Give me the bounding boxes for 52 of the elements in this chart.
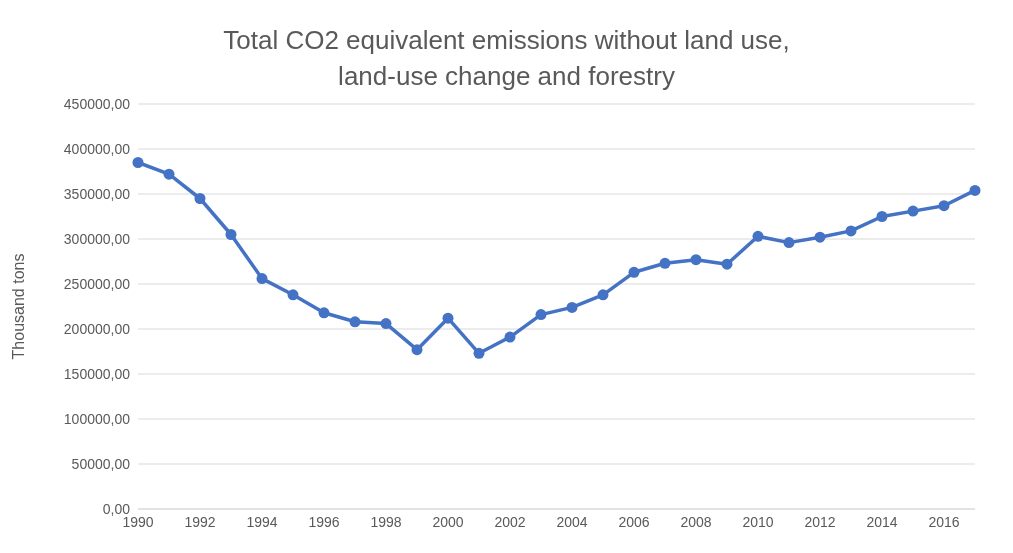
point <box>628 266 640 278</box>
point <box>473 347 485 359</box>
point <box>225 229 237 240</box>
point <box>659 257 671 269</box>
x-tick-label: 2004 <box>556 513 588 530</box>
x-tick-label: 2016 <box>928 513 960 530</box>
x-tick-label: 1996 <box>308 513 340 530</box>
x-tick-label: 2000 <box>432 513 464 530</box>
x-tick-label: 2002 <box>494 513 526 530</box>
point <box>597 289 609 301</box>
point <box>969 184 981 196</box>
point <box>411 344 423 356</box>
chart-title: Total CO2 equivalent emissions without land use, land-use change and forestry <box>222 24 791 93</box>
y-tick-label: 400000,00 <box>63 140 131 157</box>
y-axis-title: Thousand tons <box>9 253 27 360</box>
point <box>442 312 454 324</box>
point <box>287 289 299 301</box>
y-tick-label: 350000,00 <box>63 185 131 202</box>
point <box>690 254 702 266</box>
y-tick-label: 300000,00 <box>63 230 131 247</box>
x-tick-label: 1994 <box>246 513 278 530</box>
y-tick-label: 250000,00 <box>63 275 131 292</box>
x-tick-label: 1992 <box>184 513 216 530</box>
point <box>783 237 795 249</box>
y-tick-label: 50000,00 <box>71 455 131 472</box>
y-tick-label: 200000,00 <box>63 320 131 337</box>
x-tick-label: 2012 <box>804 513 836 530</box>
point <box>845 225 857 237</box>
x-tick-label: 1998 <box>370 513 402 530</box>
y-tick-label: 150000,00 <box>63 365 131 382</box>
point <box>876 211 888 222</box>
point <box>721 258 733 270</box>
point <box>504 331 516 343</box>
x-tick-label: 2014 <box>866 513 898 530</box>
point <box>535 309 547 321</box>
point <box>380 318 392 330</box>
point <box>132 157 144 168</box>
x-tick-label: 2006 <box>618 513 650 530</box>
point <box>256 273 268 285</box>
point <box>907 205 919 217</box>
point <box>349 316 361 328</box>
x-tick-label: 2008 <box>680 513 712 530</box>
point <box>938 200 950 212</box>
point <box>318 307 330 319</box>
x-tick-label: 2010 <box>742 513 774 530</box>
point <box>194 193 206 204</box>
point <box>163 168 175 180</box>
point <box>752 230 764 242</box>
point <box>566 301 578 313</box>
y-tick-label: 100000,00 <box>63 410 131 427</box>
point <box>814 231 826 243</box>
y-tick-label: 450000,00 <box>63 95 131 112</box>
